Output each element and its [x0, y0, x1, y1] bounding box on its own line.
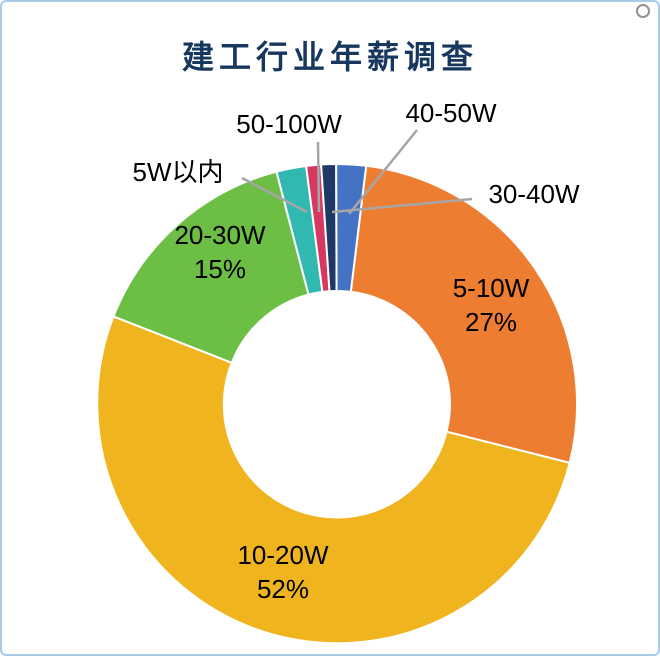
- chart-title: 建工行业年薪调查: [181, 39, 478, 75]
- leader-lines: [241, 129, 473, 215]
- label-text: 10-20W: [237, 540, 329, 571]
- label-5-10w: 5-10W 27%: [453, 272, 530, 340]
- label-text: 5-10W: [452, 273, 530, 304]
- label-text: 5W以内: [132, 157, 224, 188]
- label-40-50w: 40-50W: [405, 97, 496, 131]
- label-text: 30-40W: [488, 179, 580, 210]
- leader-line-under-5w: [241, 176, 308, 214]
- label-percent: 15%: [193, 254, 247, 284]
- pie-slice-20-30w: [112, 170, 310, 365]
- leader-line-40-50w: [348, 129, 418, 215]
- label-under-5w: 5W以内: [132, 156, 223, 190]
- pie-slice-5-10w: [349, 164, 578, 465]
- label-30-40w: 30-40W: [488, 178, 579, 212]
- label-text: 40-50W: [405, 98, 497, 129]
- label-percent: 52%: [256, 574, 310, 604]
- label-percent: 27%: [464, 307, 518, 337]
- handle-circle: [636, 4, 650, 18]
- pie-slice-40-50w: [335, 162, 368, 293]
- leader-line-30-40w: [331, 197, 473, 214]
- pie-slice-10-20w: [96, 315, 571, 645]
- donut-slices: [96, 162, 578, 645]
- label-50-100w: 50-100W: [236, 108, 342, 142]
- label-text: 50-100W: [236, 109, 342, 140]
- label-text: 20-30W: [174, 220, 266, 251]
- label-10-20w: 10-20W 52%: [237, 539, 328, 607]
- label-20-30w: 20-30W 15%: [174, 219, 265, 287]
- leader-line-50-100w: [316, 141, 321, 213]
